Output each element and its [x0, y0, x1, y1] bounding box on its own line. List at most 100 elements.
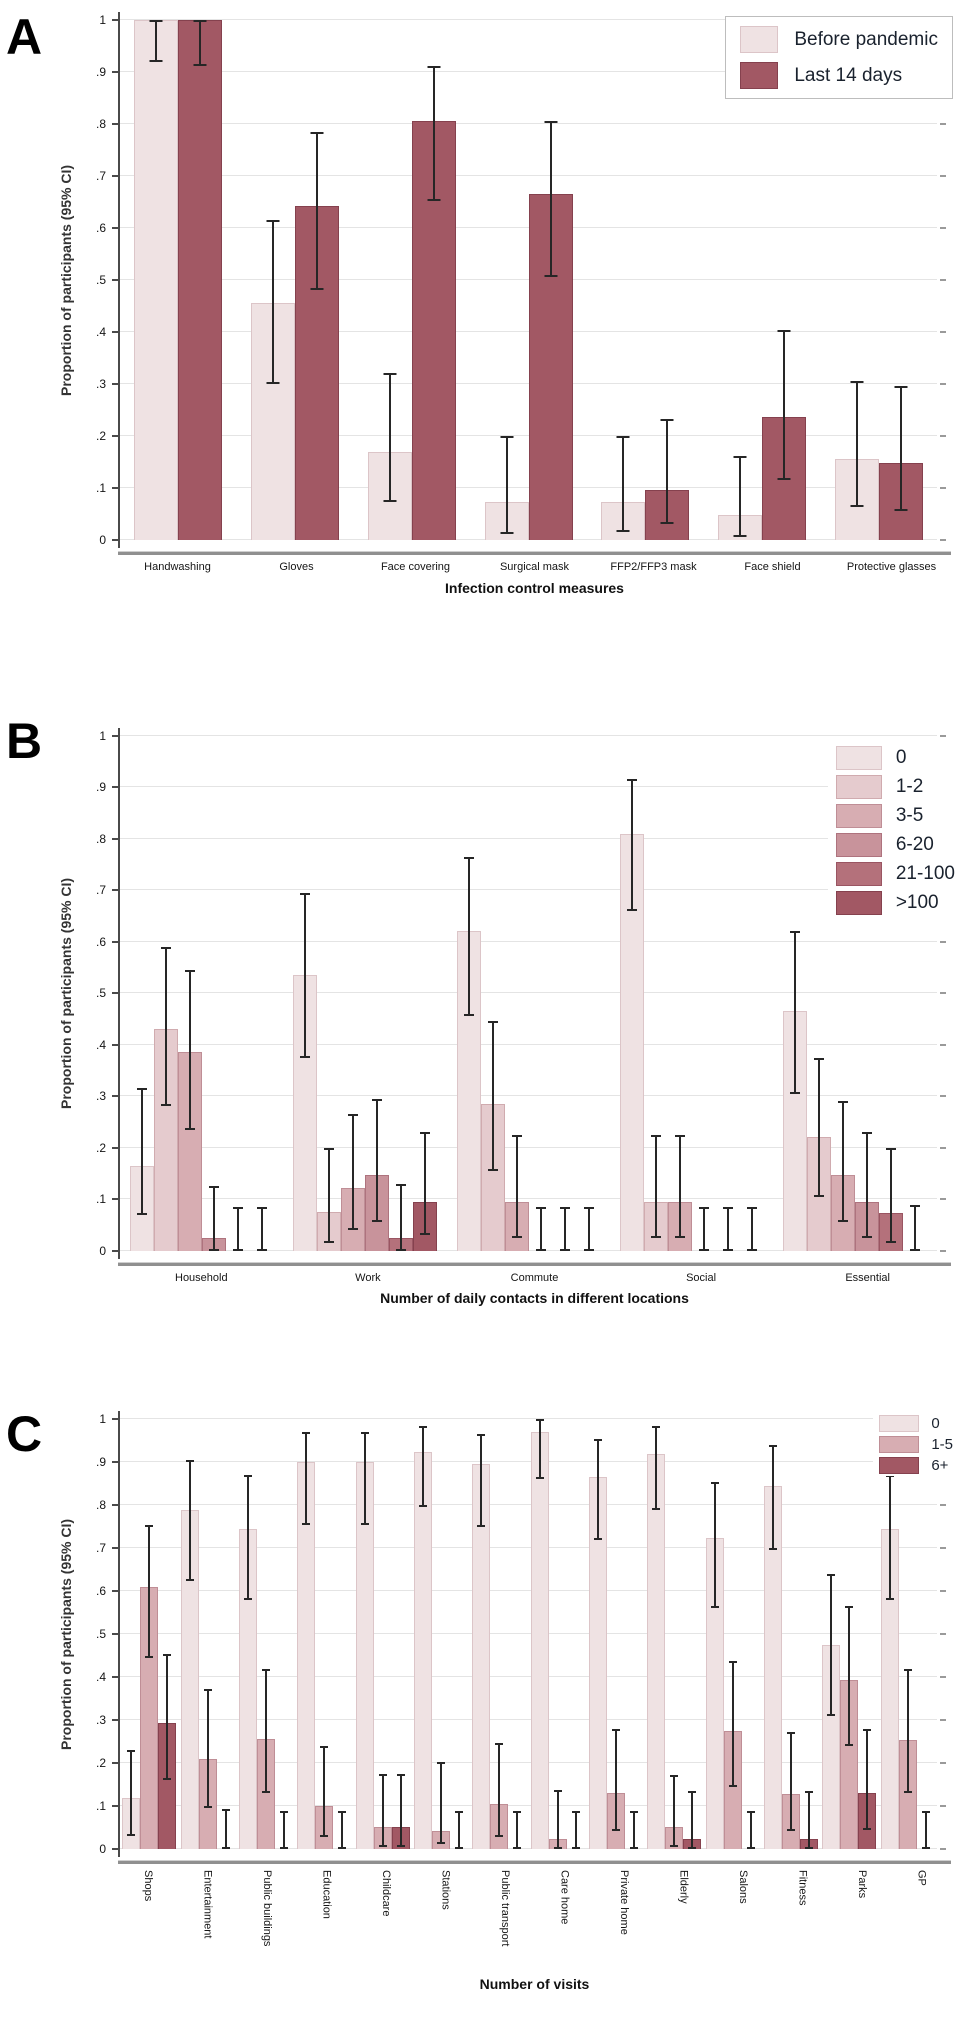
error-bar-cap-top: [838, 1101, 849, 1104]
x-category-label: Face covering: [380, 561, 451, 573]
error-bar-cap-top: [310, 131, 324, 134]
bar: [783, 1011, 808, 1251]
bar-slot: [480, 736, 505, 1251]
y-tick-mark: [112, 1547, 118, 1550]
bar-slot: [217, 1419, 235, 1850]
right-tick-mark: [940, 1590, 946, 1593]
bar-slot: [226, 736, 250, 1251]
error-bar: [772, 1445, 775, 1551]
legend-item: 1-2: [835, 774, 955, 799]
error-bar-cap-bottom: [378, 1845, 387, 1848]
error-bar-cap-bottom: [886, 1240, 897, 1243]
y-tick-label: .4: [95, 1037, 106, 1052]
bar-slot: [898, 1419, 917, 1850]
plot-inner: [120, 734, 946, 1252]
error-bar-cap-bottom: [616, 530, 630, 533]
x-category-label: Public buildings: [237, 1870, 297, 1970]
x-category-label-text: Stations: [439, 1870, 452, 1911]
error-bar-cap-top: [338, 1810, 347, 1813]
y-tick-label: .6: [95, 221, 106, 235]
error-bar-cap-bottom: [338, 1847, 347, 1850]
error-bar-cap-bottom: [454, 1847, 463, 1850]
right-tick-mark: [940, 383, 946, 385]
y-tick-mark: [112, 1043, 118, 1046]
error-bar-cap-bottom: [838, 1220, 849, 1223]
x-category-label: Social: [686, 1271, 717, 1284]
error-bar-cap-bottom: [500, 531, 514, 534]
error-bar-cap-bottom: [511, 1235, 522, 1238]
error-bar: [328, 1147, 331, 1243]
category-group: [704, 1419, 762, 1850]
error-bar-cap-bottom: [630, 1847, 639, 1850]
x-category-label: Education: [297, 1870, 357, 1970]
error-bar: [282, 1810, 285, 1850]
error-bar: [399, 1774, 402, 1848]
error-bar-cap-bottom: [163, 1778, 172, 1781]
y-tick-mark: [112, 1762, 118, 1765]
gridline: [120, 19, 937, 20]
y-tick-mark: [112, 383, 118, 385]
right-tick-mark: [940, 175, 946, 177]
bar-slot: [643, 736, 668, 1251]
gridline: [120, 331, 937, 332]
right-tick-mark: [940, 1805, 946, 1808]
plot-area: 0 1-2 3-5 6-20 21-100 >100: [118, 727, 963, 1259]
error-bar-cap-bottom: [127, 1834, 136, 1837]
y-tick-mark: [112, 435, 118, 437]
error-bar: [140, 1088, 143, 1215]
error-bar-cap-bottom: [814, 1194, 825, 1197]
y-tick-label: .2: [95, 429, 106, 443]
plot-area-wrap: 0 1-2 3-5 6-20 21-100 >100 Household Work Commu…: [118, 727, 963, 1306]
error-bar-cap-top: [790, 931, 801, 934]
category-group: [237, 1419, 295, 1850]
error-bar-cap-top: [746, 1206, 757, 1209]
legend: 0 1-5 6+: [873, 1413, 959, 1477]
y-tick-label: .8: [95, 831, 106, 846]
error-bar-cap-bottom: [243, 1597, 252, 1600]
bar-slot: [158, 1419, 177, 1850]
error-bar: [890, 1147, 893, 1243]
error-bar-cap-bottom: [571, 1847, 580, 1850]
error-bar-cap-bottom: [559, 1248, 570, 1251]
error-bar-cap-bottom: [208, 1248, 219, 1251]
y-tick-mark: [112, 227, 118, 229]
plot-area-wrap: 0 1-5 6+ Shops Entertainment Public building…: [118, 1411, 959, 1992]
legend: Before pandemic Last 14 days: [725, 16, 953, 99]
category-group: [529, 1419, 587, 1850]
error-bar-cap-bottom: [266, 382, 280, 384]
x-category-label: Parks: [832, 1870, 892, 1970]
chart-c-visits: Proportion of participants (95% CI) 0 .1.…: [54, 1411, 959, 1992]
error-bar-cap-top: [221, 1809, 230, 1812]
right-tick-mark: [940, 435, 946, 437]
error-bar-cap-bottom: [136, 1212, 147, 1215]
y-tick-mark: [112, 19, 118, 21]
bar: [251, 303, 296, 540]
error-bar-cap-top: [688, 1791, 697, 1794]
bar-slot: [293, 736, 318, 1251]
y-tick-mark: [112, 1146, 118, 1149]
y-tick-label: .3: [95, 1089, 106, 1104]
bar-slot: [647, 1419, 666, 1850]
error-bar-cap-top: [149, 20, 163, 22]
error-bar-cap-bottom: [261, 1791, 270, 1794]
error-bar-cap-top: [559, 1206, 570, 1209]
error-bar: [305, 1432, 308, 1525]
x-category-label-text: Parks: [856, 1870, 869, 1899]
error-bar-cap-bottom: [688, 1847, 697, 1850]
error-bar-cap-top: [571, 1810, 580, 1813]
bar-slot: [879, 736, 904, 1251]
error-bar: [633, 1810, 636, 1850]
error-bar: [316, 131, 319, 291]
plot-area: 0 1-5 6+: [118, 1411, 959, 1858]
error-bar-cap-bottom: [160, 1104, 171, 1107]
y-tick-mark: [112, 539, 118, 541]
error-bar-cap-top: [616, 436, 630, 438]
error-bar-cap-bottom: [348, 1228, 359, 1231]
bar-slot: [411, 20, 456, 540]
right-tick-mark: [940, 1249, 946, 1252]
chart-b-daily-contacts: Proportion of participants (95% CI) 0 .1.…: [54, 727, 963, 1306]
error-bar-cap-top: [894, 385, 908, 388]
y-tick-label: .5: [95, 1627, 106, 1642]
right-tick-mark: [940, 539, 946, 541]
legend-label: Before pandemic: [794, 28, 938, 50]
